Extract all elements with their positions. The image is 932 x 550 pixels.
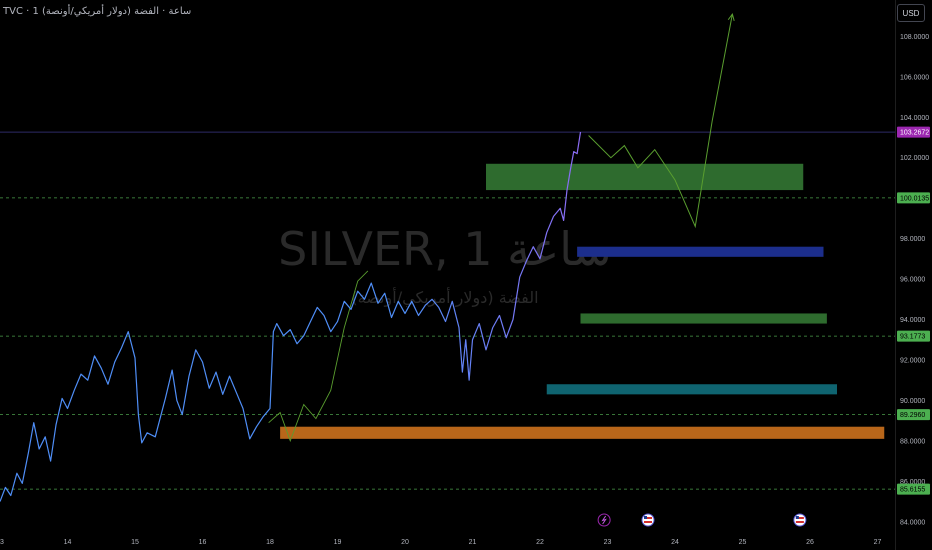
level-tag-label: 100.0135 <box>900 195 929 202</box>
blue-zone <box>577 246 824 257</box>
x-tick-label: 18 <box>266 539 274 546</box>
level-tag-2 <box>897 409 930 421</box>
y-tick-label: 92.0000 <box>900 357 925 364</box>
x-tick-label: 22 <box>536 539 544 546</box>
x-tick-label: 16 <box>199 539 207 546</box>
orange-zone <box>280 426 885 439</box>
x-tick-label: 25 <box>739 539 747 546</box>
x-tick-label: 27 <box>874 539 882 546</box>
forecast-path-early <box>268 270 369 443</box>
x-tick-label: 20 <box>401 539 409 546</box>
currency-button[interactable]: USD <box>897 4 925 22</box>
forecast-arrowhead <box>727 12 735 22</box>
y-tick-label: 104.0000 <box>900 115 929 122</box>
x-tick-label: 14 <box>64 539 72 546</box>
us-flag-icon[interactable] <box>793 513 807 527</box>
price-line <box>0 131 582 502</box>
watermark-title: SILVER, 1 ساعة <box>278 222 612 276</box>
lightning-icon[interactable] <box>597 513 611 527</box>
x-tick-label: 21 <box>469 539 477 546</box>
price-axis-divider <box>895 0 896 550</box>
level-tag-1 <box>897 330 930 342</box>
level-tag-0 <box>897 192 930 204</box>
x-tick-label: 23 <box>604 539 612 546</box>
current-price-tag <box>897 126 930 138</box>
level-tag-label: 93.1773 <box>900 334 925 341</box>
y-tick-label: 98.0000 <box>900 236 925 243</box>
x-tick-label: 26 <box>806 539 814 546</box>
x-tick-label: 24 <box>671 539 679 546</box>
y-tick-label: 96.0000 <box>900 277 925 284</box>
x-tick-label: 19 <box>334 539 342 546</box>
symbol-source-label: TVC · 1 ساعة · الفضة (دولار أمريكي/أونصة… <box>3 6 192 17</box>
x-tick-label: 15 <box>131 539 139 546</box>
y-tick-label: 86.0000 <box>900 479 925 486</box>
current-price-label: 103.2672 <box>900 130 929 137</box>
us-flag-icon[interactable] <box>641 513 655 527</box>
y-tick-label: 106.0000 <box>900 74 929 81</box>
watermark-subtitle: الفضة (دولار أمريكي/أونصة) <box>351 287 538 308</box>
x-tick-label: 13 <box>0 539 4 546</box>
green-zone-lower <box>580 313 827 324</box>
green-zone-upper <box>486 163 804 191</box>
level-tag-3 <box>897 483 930 495</box>
y-tick-label: 88.0000 <box>900 438 925 445</box>
y-tick-label: 108.0000 <box>900 34 929 41</box>
level-tag-label: 85.6155 <box>900 487 925 494</box>
y-tick-label: 90.0000 <box>900 398 925 405</box>
y-tick-label: 102.0000 <box>900 155 929 162</box>
level-tag-label: 89.2960 <box>900 412 925 419</box>
teal-zone <box>546 384 837 395</box>
y-tick-label: 84.0000 <box>900 519 925 526</box>
forecast-path <box>588 14 733 229</box>
y-tick-label: 94.0000 <box>900 317 925 324</box>
